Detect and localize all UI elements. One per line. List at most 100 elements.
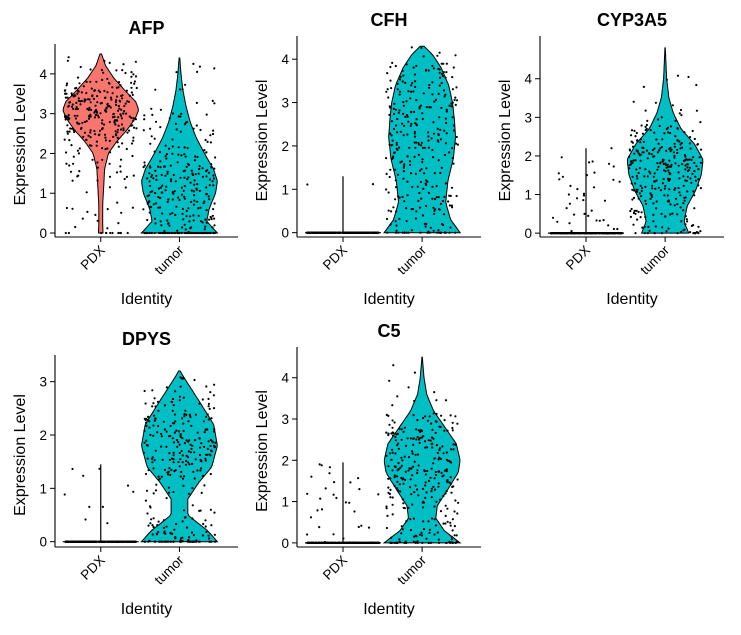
data-point [198,65,201,68]
data-point [439,231,442,234]
data-point [661,226,664,229]
data-point [630,182,633,185]
data-point [420,144,423,147]
data-point [166,471,169,474]
data-point [201,231,204,235]
data-point [410,46,413,49]
data-point [187,492,190,495]
data-point [191,172,194,175]
data-point [181,454,184,457]
data-point [451,101,454,104]
data-point [388,175,391,179]
data-point [171,212,174,215]
data-point [387,477,390,480]
data-point [441,445,444,448]
data-point [435,196,438,199]
data-point [179,433,182,436]
data-point [385,505,388,508]
data-point [437,67,440,71]
data-point [201,175,204,178]
data-point [196,469,199,472]
data-point [695,231,699,234]
data-point [171,112,175,115]
y-tick-label: 3 [39,375,47,390]
data-point [418,191,421,195]
data-point [334,231,337,234]
data-point [149,433,152,436]
data-point [201,398,204,401]
data-point [391,139,394,142]
data-point [432,121,435,124]
data-point [184,409,187,412]
data-point [634,212,637,215]
data-point [67,231,70,235]
data-point [443,195,446,198]
data-point [400,438,403,441]
data-point [665,149,668,152]
data-point [192,203,196,206]
data-point [637,197,640,200]
data-point [439,457,442,461]
data-point [128,129,131,132]
data-point [154,192,157,195]
data-point [450,535,453,538]
data-point [200,442,203,445]
data-point [173,190,176,193]
data-point [72,95,75,98]
data-point [174,122,177,125]
data-point [634,159,637,162]
data-point [162,519,166,522]
data-point [385,413,388,416]
data-point [88,98,91,101]
data-point [185,413,188,416]
data-point [414,541,417,545]
data-point [311,541,314,545]
data-point [76,114,79,117]
data-point [693,207,696,210]
data-point [181,437,184,440]
data-point [182,422,185,425]
data-point [643,232,646,235]
data-point [183,123,187,126]
data-point [345,541,348,545]
data-point [563,232,566,235]
data-point [116,136,119,139]
data-point [70,127,74,130]
data-point [204,138,207,142]
data-point [414,453,417,456]
data-point [644,215,647,219]
data-point [130,81,133,84]
data-point [154,169,157,172]
data-point [134,118,137,121]
data-point [635,188,638,191]
data-point [427,541,430,545]
data-point [196,183,199,186]
data-point [89,131,92,134]
data-point [449,226,452,229]
data-point [96,219,99,222]
data-point [183,223,186,226]
data-point [212,208,215,211]
data-point [410,229,413,232]
data-point [437,92,440,95]
data-point [377,231,380,234]
data-point [678,112,681,115]
data-point [206,140,209,143]
data-point [692,156,695,159]
data-point [201,534,204,537]
data-point [185,439,188,442]
data-point [187,461,190,464]
data-point [606,232,609,235]
data-point [208,178,212,181]
data-point [94,133,97,136]
data-point [391,503,394,506]
data-point [178,399,181,402]
data-point [451,421,454,424]
data-point [213,224,216,227]
data-point [396,395,399,398]
data-point [205,209,208,212]
data-point [152,434,155,437]
data-point [395,186,398,189]
data-point [66,130,69,133]
data-point [130,124,133,127]
